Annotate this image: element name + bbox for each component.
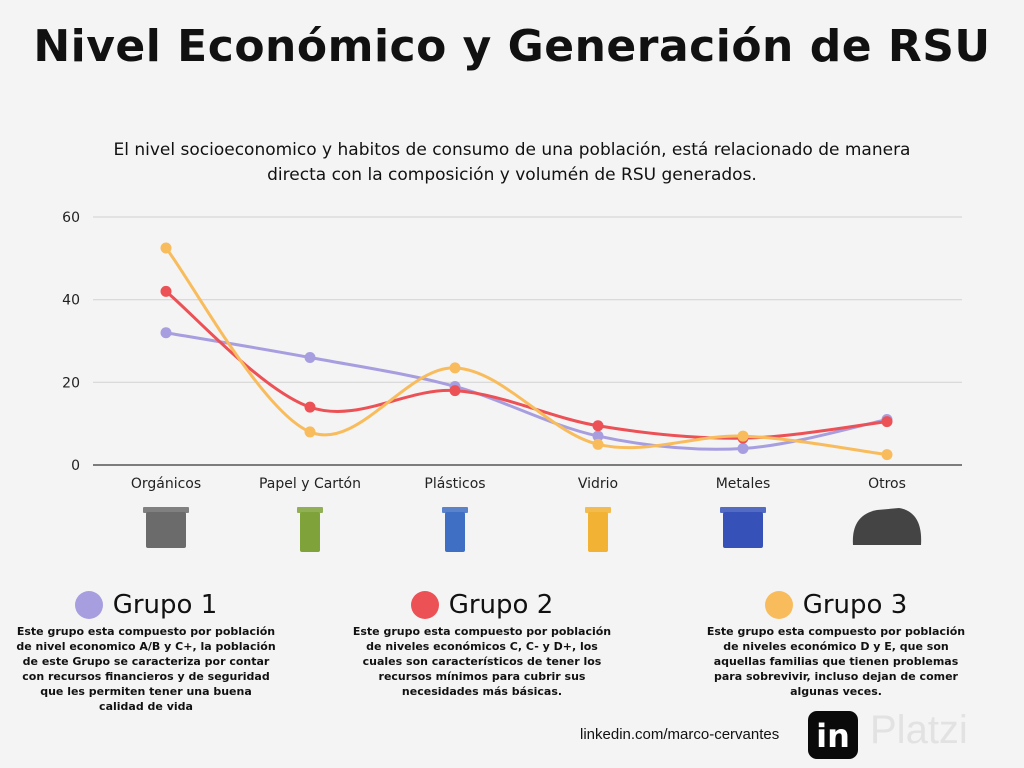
series-line-group-2	[165, 290, 888, 440]
bin-lid	[297, 507, 323, 513]
line-chart: 0 20 40 60 Orgánicos Papel y Cartón Plásticos V…	[62, 210, 962, 552]
x-tick-label: Orgánicos	[131, 476, 201, 492]
data-point-group-2	[881, 416, 893, 428]
series-line-group-3	[164, 247, 888, 457]
data-point-group-1	[304, 352, 316, 364]
group-2-color-dot	[410, 591, 439, 619]
data-point-group-2	[304, 401, 316, 413]
bin-lid	[585, 507, 611, 513]
group-3-name: Grupo 3	[802, 590, 908, 620]
bin-lid	[143, 507, 189, 513]
x-tick-label: Metales	[716, 476, 771, 492]
data-point-group-2	[592, 420, 604, 432]
x-tick-label: Plásticos	[424, 476, 485, 492]
data-point-group-3	[881, 449, 893, 461]
legend-group-2: Grupo 2 Este grupo esta compuesto por po…	[352, 590, 612, 699]
data-point-group-1	[737, 442, 749, 454]
series-line-group-1	[165, 331, 888, 451]
group-2-name: Grupo 2	[448, 590, 554, 620]
group-1-description: Este grupo esta compuesto por población …	[16, 625, 276, 713]
data-point-group-1	[160, 327, 172, 339]
y-tick-label: 20	[62, 375, 80, 391]
bin-lid	[720, 507, 766, 513]
watermark: Platzi	[870, 708, 968, 752]
data-point-group-2	[449, 385, 461, 397]
glass-bin-icon	[588, 512, 608, 552]
metal-bin-icon	[723, 512, 763, 548]
data-point-group-2	[160, 285, 172, 297]
legend-group-3: Grupo 3 Este grupo esta compuesto por po…	[706, 590, 966, 699]
x-tick-label: Otros	[868, 476, 906, 492]
data-point-group-3	[304, 426, 316, 438]
organic-bin-icon	[146, 512, 186, 548]
linkedin-link[interactable]: linkedin.com/marco-cervantes	[580, 726, 780, 743]
group-3-color-dot	[764, 591, 793, 619]
paper-bin-icon	[300, 512, 320, 552]
plastic-bin-icon	[445, 512, 465, 552]
group-1-name: Grupo 1	[112, 590, 218, 620]
data-point-group-1	[592, 430, 604, 442]
group-3-description: Este grupo esta compuesto por población …	[706, 625, 966, 698]
bin-lid	[442, 507, 468, 513]
y-tick-label: 40	[62, 293, 80, 309]
group-1-color-dot	[74, 591, 103, 619]
data-point-group-3	[592, 438, 604, 450]
data-point-group-3	[449, 362, 461, 374]
legend-group-1: Grupo 1 Este grupo esta compuesto por po…	[16, 590, 276, 714]
data-point-group-3	[737, 430, 749, 442]
trash-bag-icon	[852, 508, 922, 545]
y-tick-label: 0	[71, 458, 80, 474]
data-point-group-3	[160, 242, 172, 254]
page-subtitle: El nivel socioeconomico y habitos de con…	[113, 140, 911, 185]
group-2-description: Este grupo esta compuesto por población …	[352, 625, 612, 698]
y-tick-label: 60	[62, 210, 80, 226]
linkedin-logo-icon[interactable]: in	[808, 711, 858, 759]
x-tick-label: Vidrio	[578, 476, 618, 492]
page-title: Nivel Económico y Generación de RSU	[33, 21, 991, 72]
x-tick-label: Papel y Cartón	[259, 476, 361, 492]
